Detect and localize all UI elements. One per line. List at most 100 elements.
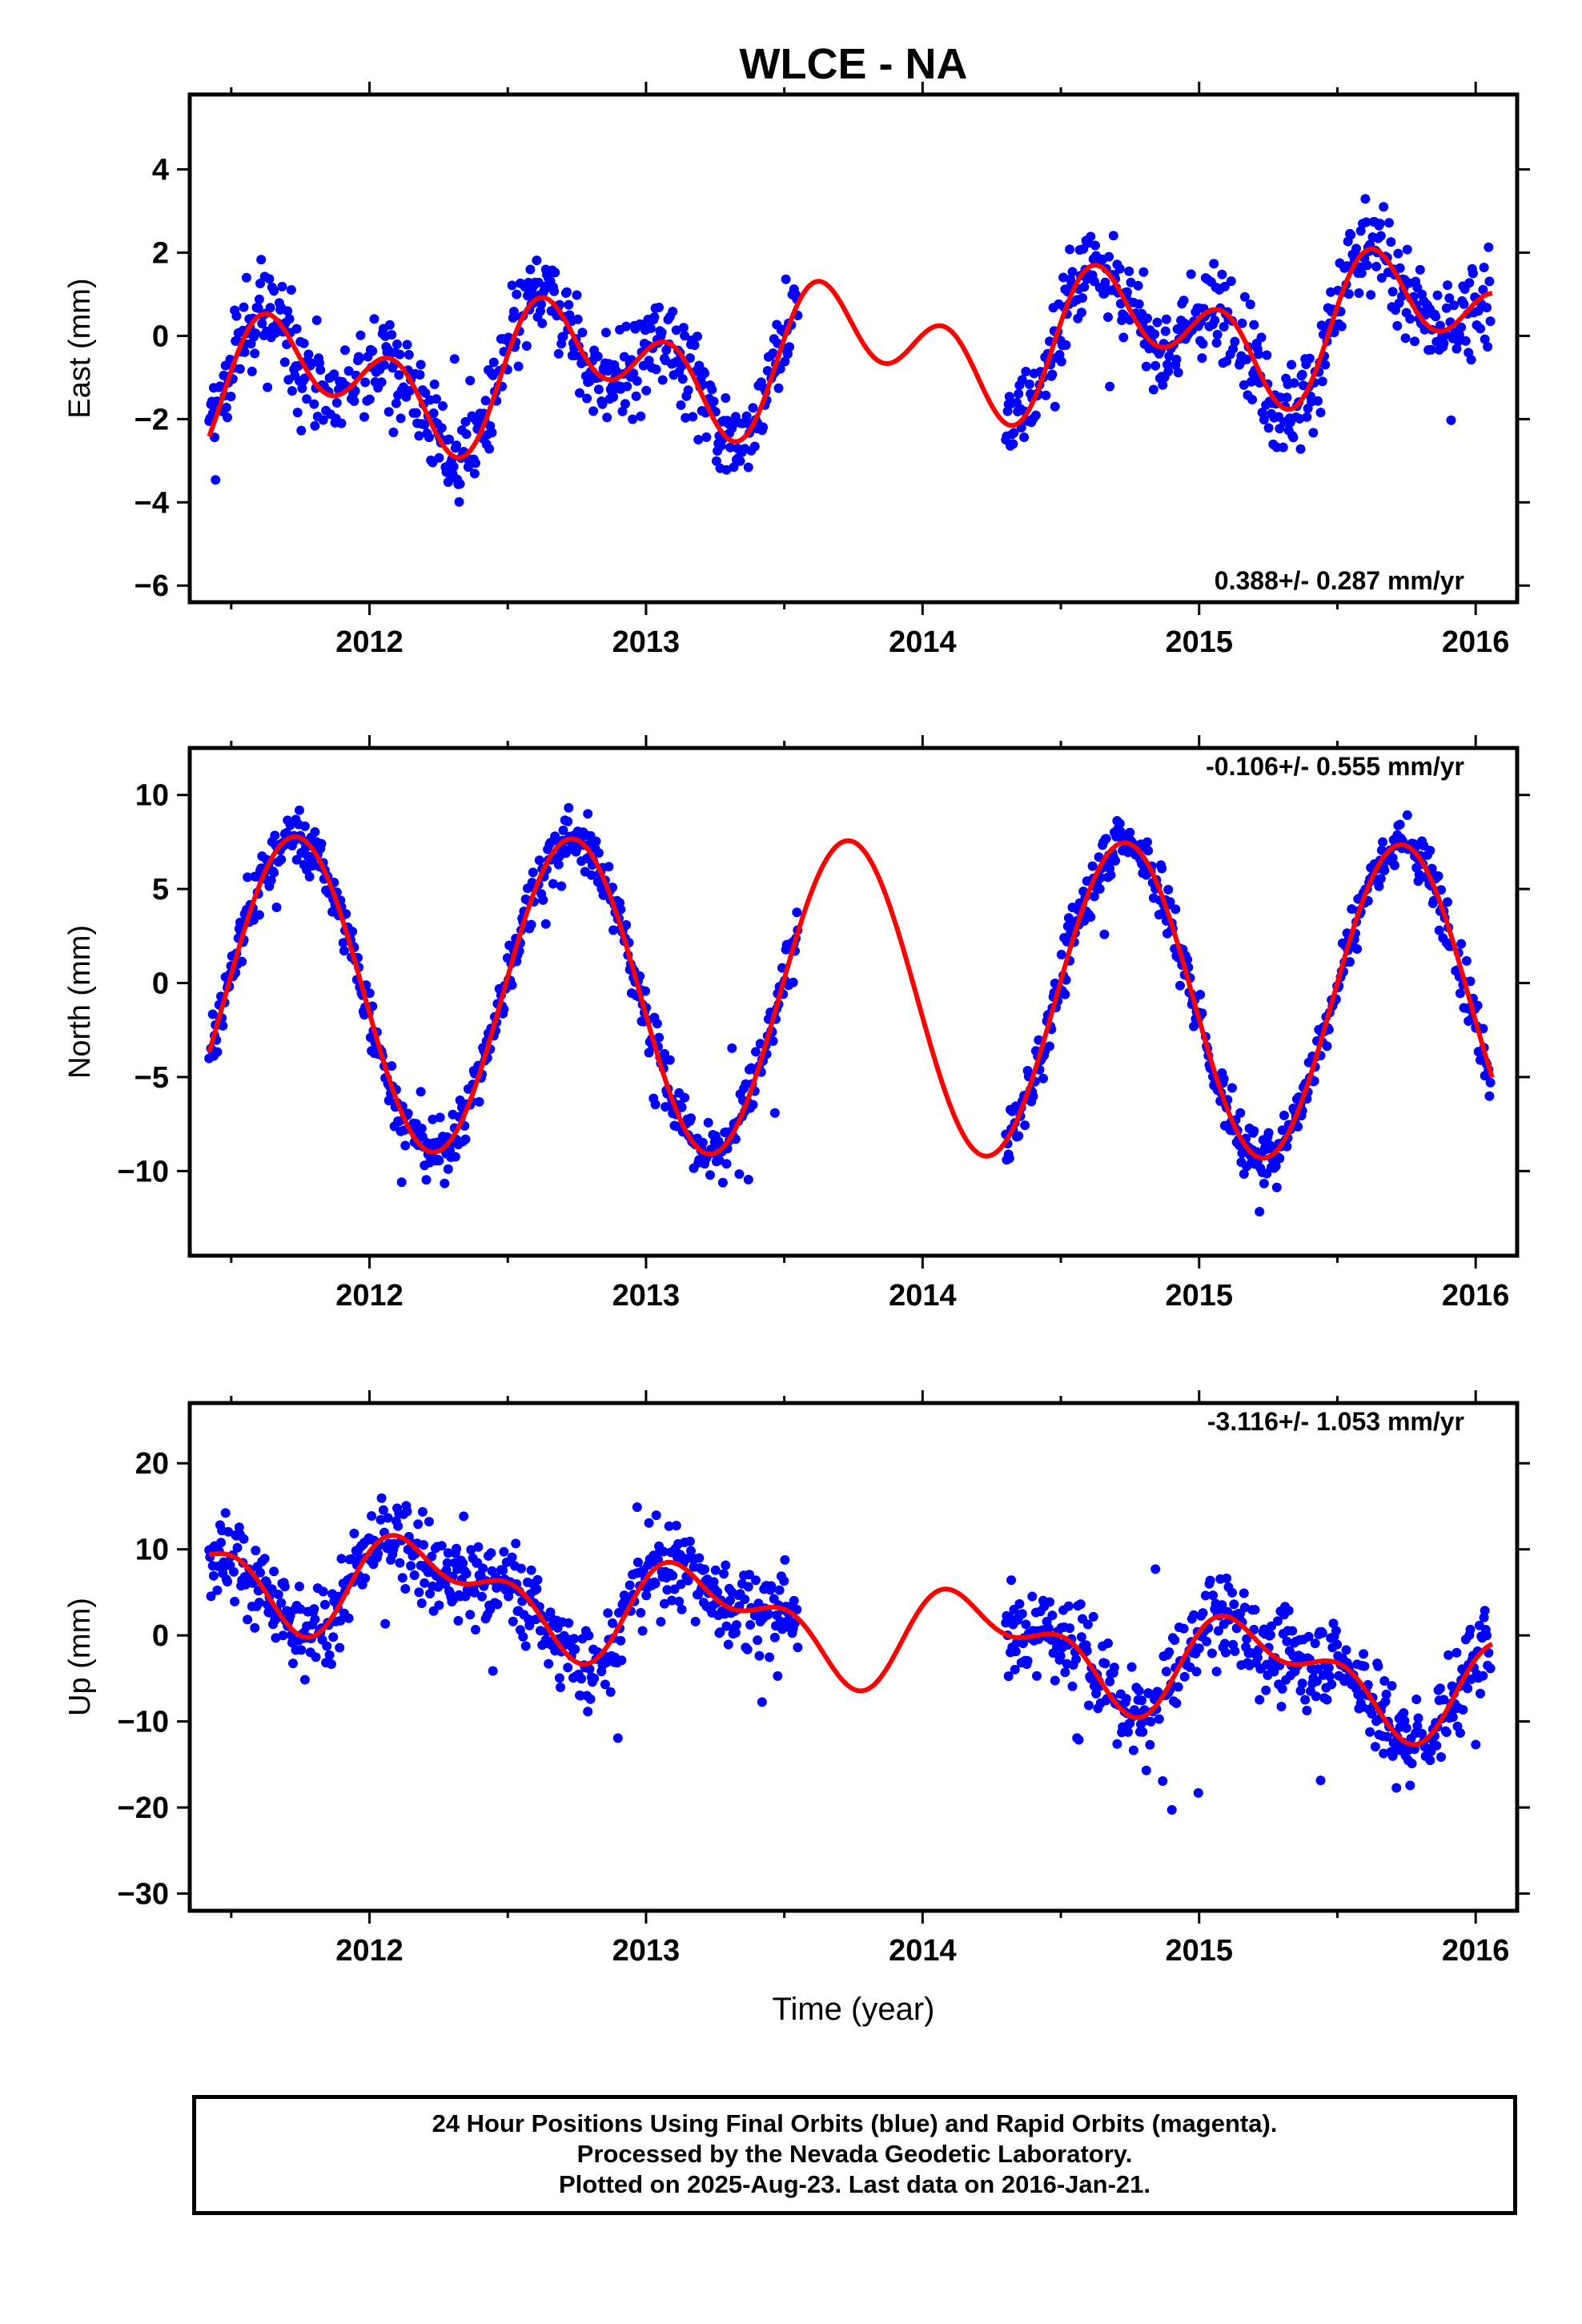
data-point (697, 1137, 708, 1148)
data-point (1271, 1161, 1281, 1172)
data-point (1067, 1681, 1078, 1691)
chart-panel-3: 2012 2013 2014 2015 2016 −30 −20 −10 0 10 20 Up (mm… (63, 1390, 1530, 2027)
data-point (545, 1607, 556, 1618)
data-point (1361, 217, 1371, 227)
data-point (1103, 1638, 1113, 1648)
data-point (1283, 1606, 1294, 1616)
data-point (521, 341, 532, 351)
data-point (588, 406, 599, 416)
data-point (779, 1576, 789, 1586)
data-point (680, 331, 690, 341)
data-point (473, 1542, 484, 1552)
data-point (455, 479, 465, 489)
y-tick-label: 0 (152, 1619, 169, 1653)
data-point (526, 919, 536, 930)
data-point (276, 1598, 287, 1608)
data-point (534, 855, 544, 866)
data-point (396, 1177, 407, 1188)
data-point (721, 1621, 732, 1631)
data-point (792, 1604, 802, 1614)
data-point (420, 420, 430, 430)
data-point (1211, 338, 1222, 348)
data-point (448, 461, 459, 472)
data-point (380, 1618, 391, 1629)
data-point (1017, 375, 1027, 385)
data-point (1402, 810, 1412, 820)
data-point (1278, 442, 1288, 452)
data-point (1175, 980, 1185, 991)
data-point (1008, 439, 1018, 449)
data-point (614, 1607, 624, 1618)
data-point (1391, 1783, 1402, 1793)
data-point (453, 1615, 464, 1626)
data-point (349, 1528, 359, 1538)
velocity-label: -3.116+/- 1.053 mm/yr (1207, 1407, 1464, 1436)
data-point (550, 267, 560, 278)
data-point (419, 1540, 428, 1550)
data-point (676, 1579, 686, 1590)
data-point (651, 364, 661, 375)
data-point (1435, 1683, 1445, 1694)
data-point (452, 440, 462, 451)
data-point (511, 1538, 521, 1549)
data-point (406, 1561, 416, 1571)
data-point (528, 867, 538, 878)
data-point (1245, 300, 1255, 310)
data-point (562, 287, 572, 297)
data-point (488, 1666, 498, 1676)
y-tick-label: −6 (135, 569, 169, 603)
data-point (1047, 369, 1058, 380)
data-point (1189, 1610, 1199, 1620)
velocity-label: -0.106+/- 0.555 mm/yr (1206, 752, 1464, 781)
data-point (1124, 266, 1134, 276)
data-point (427, 1551, 437, 1562)
data-point (637, 1626, 648, 1636)
data-point (757, 1697, 767, 1707)
caption-box: 24 Hour Positions Using Final Orbits (bl… (192, 2095, 1517, 2215)
y-tick-label: 5 (152, 873, 169, 907)
data-point (1249, 1126, 1259, 1136)
data-point (1041, 390, 1051, 400)
data-point (785, 342, 795, 352)
data-point (1287, 360, 1297, 370)
data-point (730, 412, 741, 422)
data-point (1401, 1723, 1411, 1733)
data-point (414, 1587, 424, 1598)
data-point (1065, 244, 1075, 255)
data-point (1322, 1695, 1332, 1705)
data-point (486, 1548, 496, 1558)
data-point (1465, 1624, 1476, 1634)
data-point (1263, 1128, 1274, 1138)
data-point (593, 848, 604, 858)
data-point (436, 423, 447, 433)
data-point (1277, 1125, 1287, 1136)
data-point (393, 1521, 404, 1531)
data-point (1163, 366, 1174, 376)
data-point (1255, 1207, 1265, 1216)
data-point (693, 435, 704, 444)
data-point (266, 875, 276, 886)
data-point (207, 1009, 218, 1019)
data-point (765, 1652, 775, 1663)
data-point (383, 1513, 393, 1523)
data-point (1163, 884, 1174, 895)
data-point (241, 272, 251, 283)
data-point (339, 946, 349, 956)
data-point (1126, 1662, 1137, 1672)
data-point (1247, 395, 1258, 404)
data-point (671, 1521, 681, 1530)
data-point (741, 411, 752, 421)
data-point (360, 377, 371, 388)
data-points (204, 802, 1496, 1216)
data-point (1186, 269, 1196, 279)
data-point (1217, 269, 1227, 279)
data-point (1219, 281, 1230, 292)
data-point (624, 1580, 635, 1590)
data-point (311, 1652, 321, 1663)
data-point (754, 1651, 765, 1661)
data-point (1230, 1646, 1240, 1656)
data-point (1402, 244, 1412, 255)
data-point (584, 1630, 594, 1641)
data-point (1482, 1630, 1492, 1641)
data-point (711, 456, 721, 466)
